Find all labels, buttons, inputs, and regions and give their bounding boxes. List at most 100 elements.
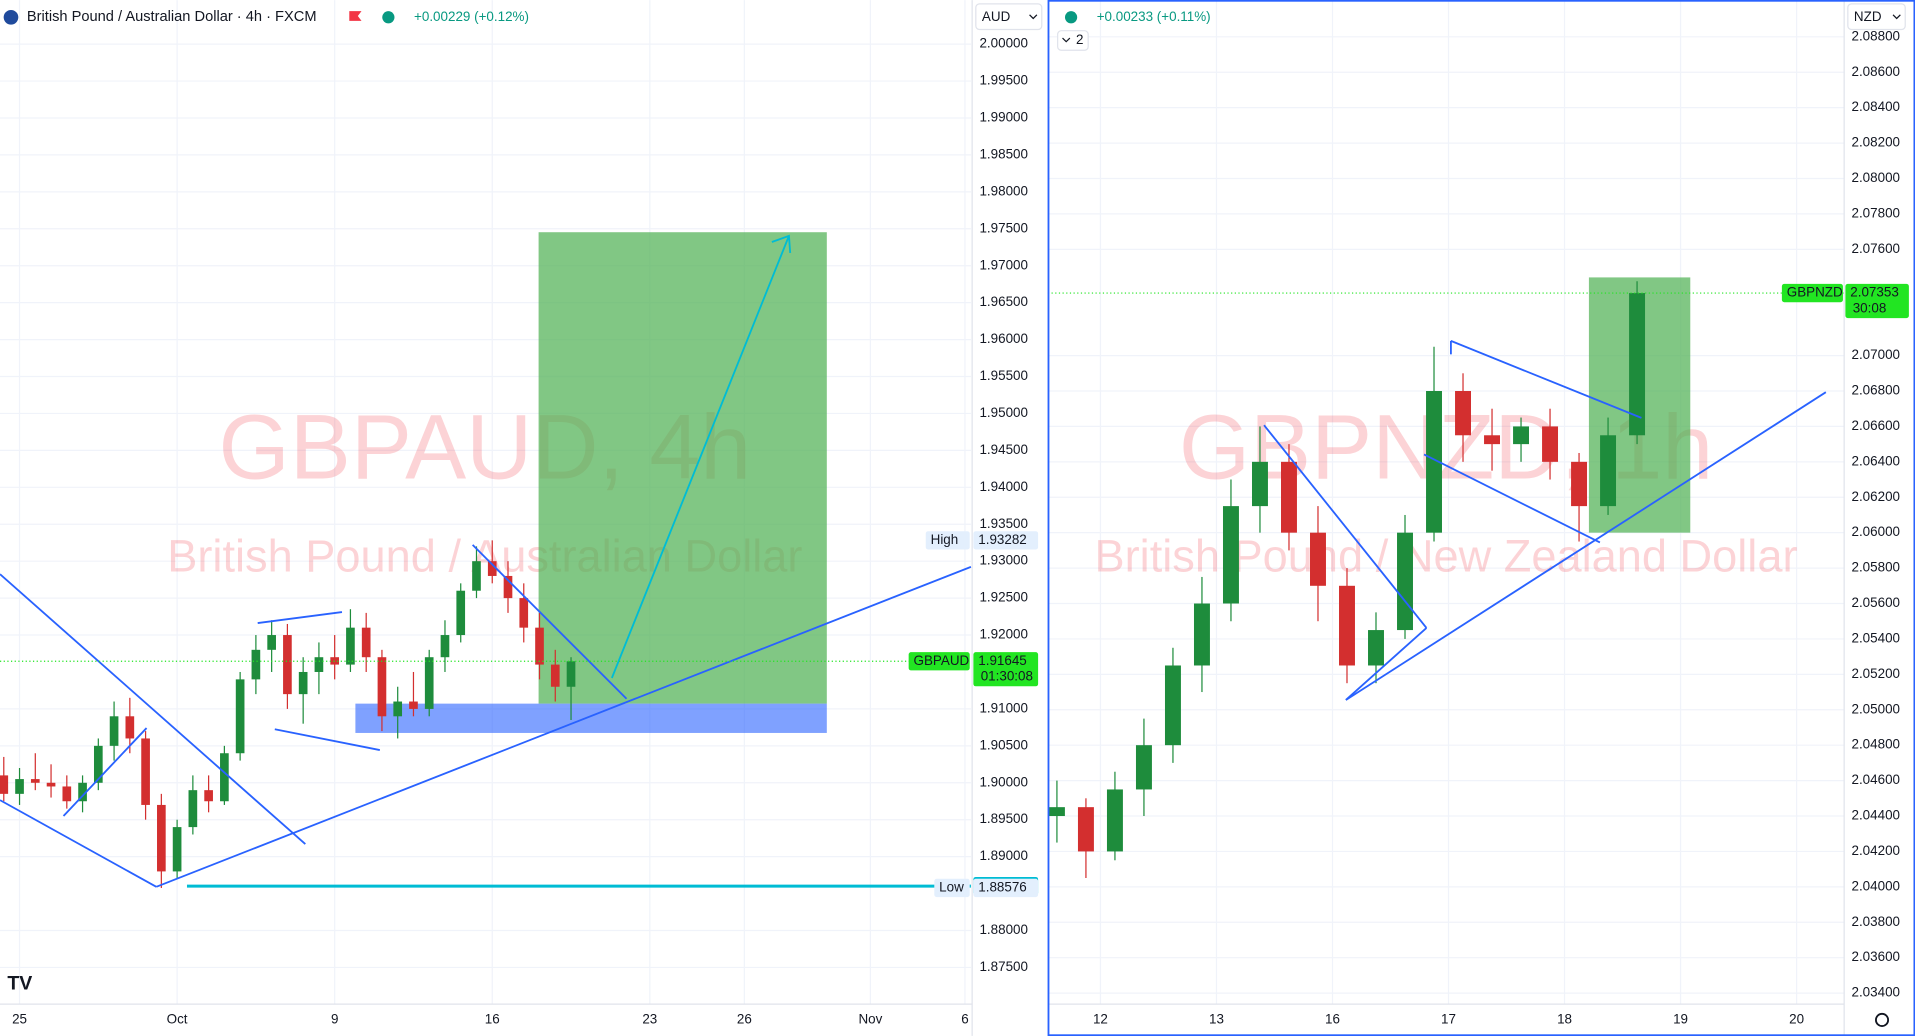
y-tick-label: 2.08600	[1851, 64, 1900, 79]
candle-body	[267, 635, 276, 650]
candle-body	[157, 804, 166, 872]
x-tick-label: Oct	[167, 1012, 188, 1027]
stop-zone[interactable]	[355, 703, 827, 733]
candle-body	[503, 575, 513, 599]
y-tick-label: 1.97000	[979, 257, 1028, 272]
countdown: 30:08	[1853, 300, 1887, 315]
candle-body	[440, 635, 450, 658]
candle-body	[566, 661, 576, 687]
candle-body	[1077, 807, 1094, 852]
candle-body	[472, 561, 481, 591]
y-tick-label: 1.87500	[979, 959, 1028, 974]
x-tick-label: 16	[485, 1012, 500, 1027]
candle-body	[46, 782, 56, 787]
trend-line[interactable]	[1345, 627, 1428, 701]
candle-body	[1222, 506, 1239, 604]
y-tick-label: 1.97500	[979, 220, 1028, 235]
price-badge-name-text: GBPAUD	[914, 653, 970, 668]
y-tick-label: 2.04600	[1851, 772, 1900, 787]
trend-line[interactable]	[257, 611, 343, 624]
y-tick-label: 1.89000	[979, 848, 1028, 863]
trend-line[interactable]	[1263, 424, 1428, 629]
candle-body	[1135, 745, 1152, 790]
y-tick-label: 1.92500	[979, 590, 1028, 605]
y-tick-label: 2.04800	[1851, 737, 1900, 752]
y-tick-label: 1.93500	[979, 516, 1028, 531]
y-tick-label: 2.07800	[1851, 205, 1900, 220]
y-tick-label: 2.03800	[1851, 914, 1900, 929]
candle-body	[125, 716, 135, 739]
x-tick-label: 25	[12, 1012, 27, 1027]
trend-line[interactable]	[1423, 453, 1601, 544]
candle-body	[1542, 426, 1559, 462]
candle-body	[93, 745, 103, 783]
x-tick-label: 26	[737, 1012, 752, 1027]
y-tick-label: 1.98500	[979, 146, 1028, 161]
price-badge-name-text: Low	[939, 880, 964, 895]
price-badge-name-text: GBPNZD	[1787, 285, 1843, 300]
candle-body	[1251, 461, 1268, 507]
trend-line[interactable]	[471, 544, 628, 700]
y-tick-label: 1.95500	[979, 368, 1028, 383]
status-dot	[382, 11, 395, 24]
logo[interactable]: TV	[7, 973, 32, 995]
candle-body	[109, 716, 119, 746]
candle-body	[1513, 426, 1530, 445]
candle-body	[346, 627, 355, 665]
candle-body	[1368, 630, 1384, 666]
trend-line[interactable]	[0, 573, 306, 845]
candle-body	[535, 627, 544, 665]
y-tick-label: 2.05800	[1851, 560, 1900, 575]
trend-line[interactable]	[0, 799, 157, 888]
price-badge-value: 1.88576	[978, 880, 1027, 895]
y-tick-label: 2.07000	[1851, 347, 1900, 362]
settings-button[interactable]	[1875, 1012, 1890, 1027]
flag-button[interactable]	[349, 11, 362, 21]
price-badge-name	[925, 531, 970, 550]
trend-line[interactable]	[155, 565, 972, 888]
y-tick-label: 2.04000	[1851, 878, 1900, 893]
candle-body	[220, 753, 229, 802]
indicators-toggle[interactable]	[1057, 30, 1089, 51]
chevron-icon	[1062, 37, 1071, 43]
y-tick-label: 1.95000	[979, 405, 1028, 420]
candle-body	[393, 701, 403, 717]
candle-body	[251, 649, 261, 680]
price-change: +0.00229 (+0.12%)	[414, 9, 529, 24]
x-tick-label: 23	[642, 1012, 657, 1027]
y-tick-label: 2.00000	[979, 36, 1028, 51]
currency-label: AUD	[982, 9, 1011, 24]
trend-line[interactable]	[1345, 391, 1827, 701]
candle-body	[1106, 789, 1123, 852]
trend-line[interactable]	[1450, 340, 1642, 419]
candle-body	[62, 786, 72, 802]
target-zone[interactable]	[538, 232, 827, 704]
trend-line[interactable]	[62, 727, 148, 817]
y-tick-label: 1.96000	[979, 331, 1028, 346]
x-tick-label: 6	[961, 1012, 968, 1027]
trend-line[interactable]	[274, 728, 381, 751]
x-tick-label: 17	[1441, 1012, 1456, 1027]
overlay: 1.93282High1.9164501:30:08GBPAUD1.886011…	[0, 283, 1909, 898]
price-badge-value: 1.93282	[978, 532, 1027, 547]
y-tick-label: 2.08000	[1851, 170, 1900, 185]
currency-button[interactable]	[975, 3, 1043, 31]
y-tick-label: 2.03400	[1851, 985, 1900, 1000]
candle-body	[1281, 461, 1297, 533]
price-badge	[973, 878, 1039, 898]
dropdown-icon	[1029, 14, 1038, 20]
candle-body	[519, 598, 529, 628]
currency-button[interactable]	[1847, 3, 1906, 31]
arrow[interactable]	[611, 235, 790, 679]
y-tick-label: 1.93000	[979, 553, 1028, 568]
y-tick-label: 1.89500	[979, 811, 1028, 826]
countdown: 01:30:08	[981, 669, 1033, 684]
y-tick-label: 1.90000	[979, 774, 1028, 789]
symbol-title[interactable]: British Pound / Australian Dollar · 4h ·…	[27, 9, 317, 25]
candle-body	[1193, 603, 1210, 666]
status-dot	[1064, 11, 1078, 24]
y-tick-label: 1.88000	[979, 922, 1028, 937]
candle-body	[30, 779, 40, 783]
candle-body	[1339, 585, 1355, 666]
